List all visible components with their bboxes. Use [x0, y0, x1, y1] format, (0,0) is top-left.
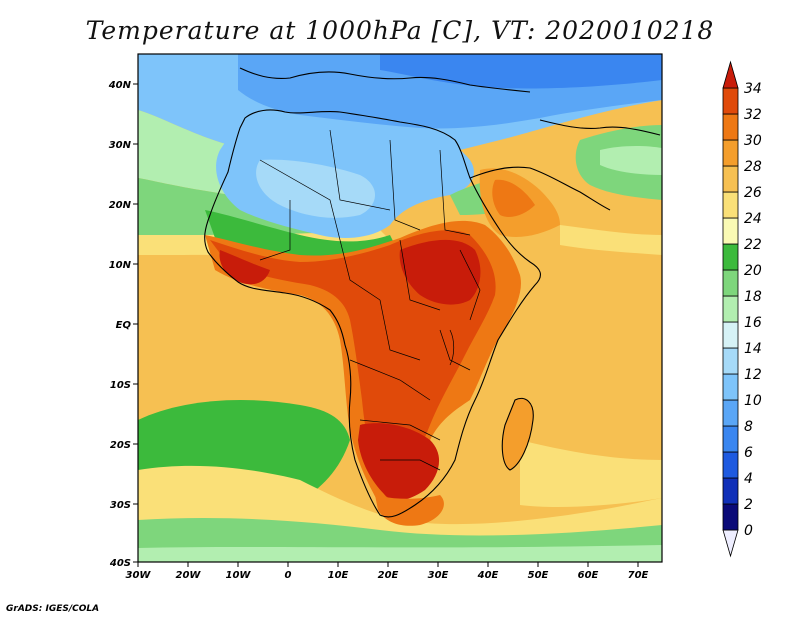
x-tick-label: 70E	[628, 570, 649, 581]
colorbar-label: 0	[744, 523, 753, 539]
y-tick-label: 10S	[110, 380, 131, 391]
coastlines	[204, 67, 661, 518]
x-tick-label: 30W	[126, 570, 152, 581]
country-borders	[259, 129, 481, 471]
x-tick-label: 60E	[578, 570, 599, 581]
colorbar-swatch	[722, 321, 739, 349]
colorbar-swatch	[722, 503, 739, 531]
y-tick-label: 30S	[110, 500, 131, 511]
x-tick-label: 10E	[328, 570, 349, 581]
colorbar-swatch	[722, 425, 739, 453]
colorbar-label: 30	[744, 133, 762, 149]
axis-ticks	[133, 83, 639, 567]
colorbar-swatch	[722, 217, 739, 245]
colorbar-label: 26	[744, 185, 762, 201]
colorbar-label: 28	[744, 159, 762, 175]
colorbar-swatch	[722, 399, 739, 427]
colorbar-swatch	[722, 243, 739, 271]
y-tick-label: 20S	[110, 440, 131, 451]
colorbar-swatch	[722, 139, 739, 167]
colorbar-label: 12	[744, 367, 762, 383]
map-title: Temperature at 1000hPa [C], VT: 20200102…	[85, 16, 715, 45]
colorbar-swatch	[722, 60, 739, 89]
colorbar-label: 16	[744, 315, 762, 331]
colorbar-label: 22	[744, 237, 762, 253]
colorbar-swatch	[722, 477, 739, 505]
temperature-field	[138, 54, 662, 562]
x-tick-label: 30E	[428, 570, 449, 581]
credit-text: GrADS: IGES/COLA	[6, 604, 100, 614]
colorbar-swatch	[722, 113, 739, 141]
colorbar-label: 24	[744, 211, 762, 227]
y-tick-label: 30N	[109, 140, 132, 151]
colorbar-label: 8	[744, 419, 753, 435]
colorbar-label: 18	[744, 289, 762, 305]
colorbar-label: 2	[744, 497, 753, 513]
colorbar-label: 32	[744, 107, 762, 123]
colorbar-swatch	[722, 87, 739, 115]
colorbar-label: 4	[744, 471, 753, 487]
y-tick-label: 10N	[109, 260, 132, 271]
y-tick-label: 40S	[109, 558, 131, 569]
colorbar-swatch	[722, 373, 739, 401]
y-tick-label: 20N	[109, 200, 132, 211]
colorbar-label: 20	[744, 263, 762, 279]
colorbar-swatch	[722, 165, 739, 193]
x-tick-label: 20W	[176, 570, 202, 581]
colorbar-swatch	[722, 529, 739, 558]
y-tick-label: 40N	[108, 80, 132, 91]
colorbar-swatch	[722, 347, 739, 375]
x-tick-label: 0	[285, 570, 292, 581]
y-tick-label: EQ	[116, 320, 132, 331]
colorbar-label: 34	[744, 81, 762, 97]
colorbar-label: 6	[744, 445, 753, 461]
colorbar-label: 10	[744, 393, 762, 409]
x-tick-label: 20E	[378, 570, 399, 581]
x-tick-label: 10W	[226, 570, 252, 581]
colorbar-swatch	[722, 191, 739, 219]
colorbar-swatch	[722, 295, 739, 323]
x-tick-label: 40E	[477, 570, 499, 581]
x-tick-label: 50E	[528, 570, 549, 581]
map-frame	[137, 53, 663, 563]
colorbar-label: 14	[744, 341, 762, 357]
colorbar-swatch	[722, 451, 739, 479]
colorbar-swatch	[722, 269, 739, 297]
